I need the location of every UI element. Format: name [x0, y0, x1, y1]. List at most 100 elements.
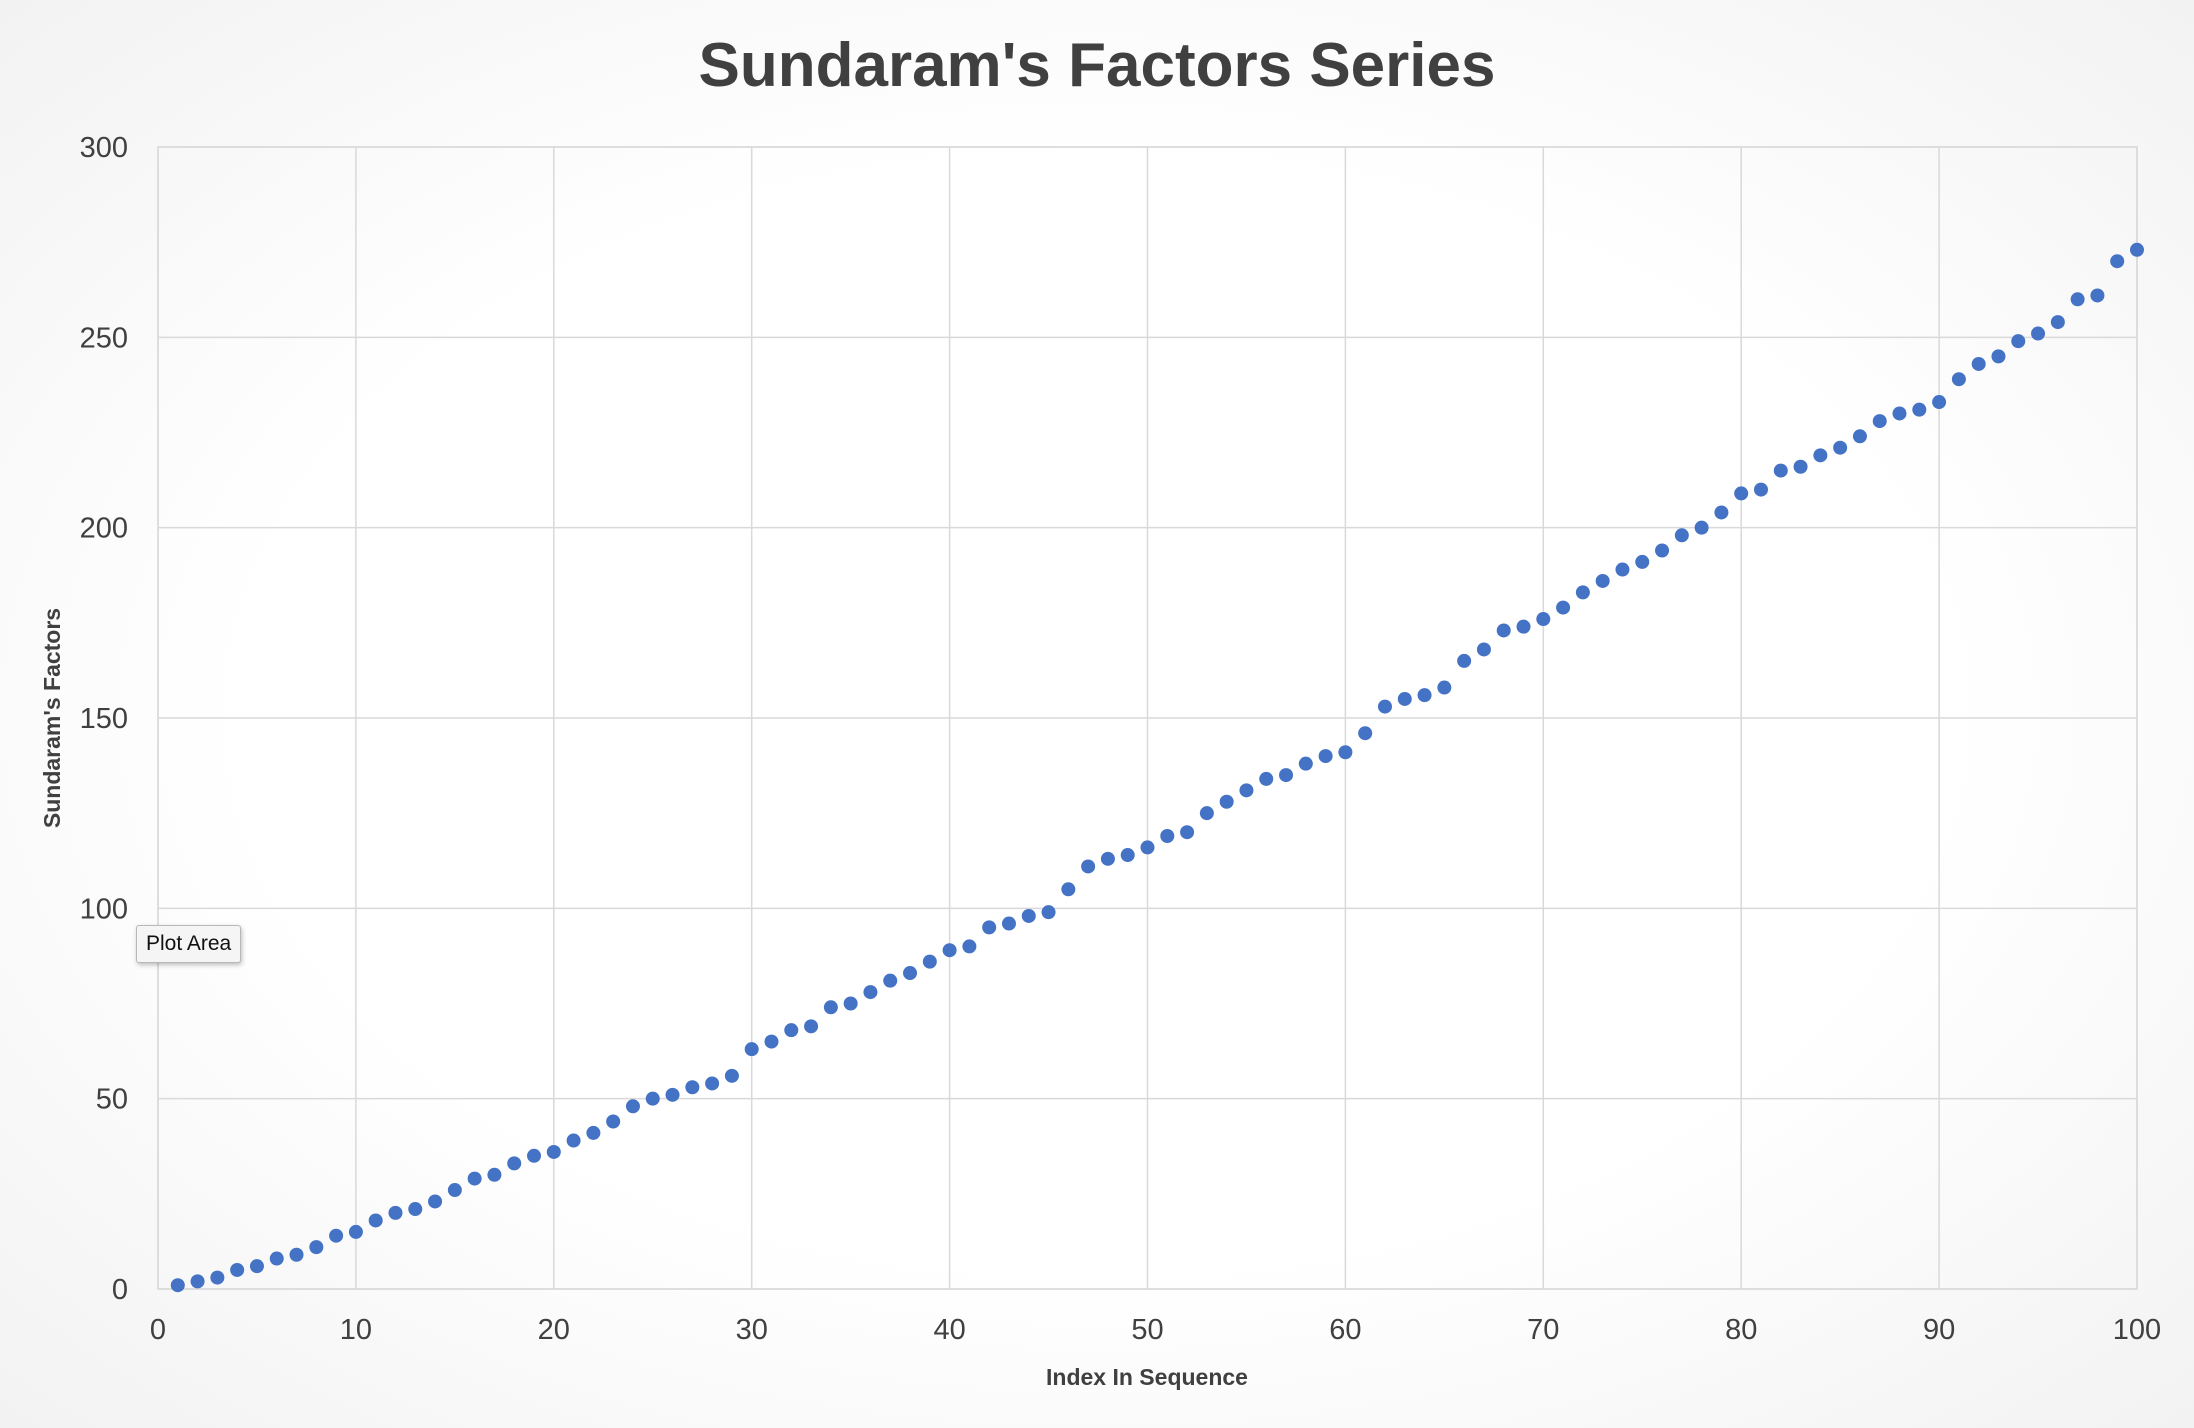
data-point[interactable] [922, 954, 937, 969]
data-point[interactable] [804, 1019, 819, 1034]
data-point[interactable] [1991, 349, 2006, 364]
data-point[interactable] [645, 1091, 660, 1106]
data-point[interactable] [764, 1034, 779, 1049]
data-point[interactable] [447, 1183, 462, 1198]
data-point[interactable] [1318, 749, 1333, 764]
data-point[interactable] [606, 1114, 621, 1129]
data-point[interactable] [1279, 768, 1294, 783]
data-point[interactable] [190, 1274, 205, 1289]
data-point[interactable] [1239, 783, 1254, 798]
data-point[interactable] [1001, 916, 1016, 931]
data-point[interactable] [1516, 619, 1531, 634]
data-point[interactable] [1575, 585, 1590, 600]
data-point[interactable] [2031, 326, 2046, 341]
data-point[interactable] [428, 1194, 443, 1209]
data-point[interactable] [982, 920, 997, 935]
data-point[interactable] [170, 1278, 185, 1293]
data-point[interactable] [1100, 851, 1115, 866]
data-point[interactable] [467, 1171, 482, 1186]
data-point[interactable] [705, 1076, 720, 1091]
data-point[interactable] [1120, 848, 1135, 863]
data-point[interactable] [1259, 771, 1274, 786]
data-point[interactable] [348, 1224, 363, 1239]
data-point[interactable] [487, 1167, 502, 1182]
data-point[interactable] [1872, 414, 1887, 429]
data-point[interactable] [2011, 334, 2026, 349]
data-point[interactable] [1912, 402, 1927, 417]
data-point[interactable] [249, 1259, 264, 1274]
data-point[interactable] [1021, 908, 1036, 923]
data-point[interactable] [1852, 429, 1867, 444]
data-point[interactable] [1160, 829, 1175, 844]
data-point[interactable] [1358, 726, 1373, 741]
data-point[interactable] [289, 1247, 304, 1262]
data-point[interactable] [1377, 699, 1392, 714]
data-point[interactable] [507, 1156, 522, 1171]
data-point[interactable] [1180, 825, 1195, 840]
plot-area[interactable] [157, 146, 2138, 1290]
data-point[interactable] [269, 1251, 284, 1266]
data-point[interactable] [1773, 463, 1788, 478]
data-point[interactable] [2090, 288, 2105, 303]
data-point[interactable] [1833, 440, 1848, 455]
data-point[interactable] [1476, 642, 1491, 657]
data-point[interactable] [1140, 840, 1155, 855]
data-point[interactable] [1338, 745, 1353, 760]
data-point[interactable] [1734, 486, 1749, 501]
data-point[interactable] [1714, 505, 1729, 520]
data-point[interactable] [1951, 372, 1966, 387]
data-point[interactable] [962, 939, 977, 954]
data-point[interactable] [1556, 600, 1571, 615]
data-point[interactable] [1793, 459, 1808, 474]
data-point[interactable] [823, 1000, 838, 1015]
data-point[interactable] [1536, 612, 1551, 627]
data-point[interactable] [1753, 482, 1768, 497]
data-point[interactable] [1595, 573, 1610, 588]
data-point[interactable] [1635, 554, 1650, 569]
data-point[interactable] [1219, 794, 1234, 809]
data-point[interactable] [586, 1125, 601, 1140]
data-point[interactable] [230, 1262, 245, 1277]
data-point[interactable] [665, 1087, 680, 1102]
data-point[interactable] [309, 1240, 324, 1255]
data-point[interactable] [210, 1270, 225, 1285]
data-point[interactable] [527, 1148, 542, 1163]
data-point[interactable] [546, 1144, 561, 1159]
data-point[interactable] [1061, 882, 1076, 897]
data-point[interactable] [1496, 623, 1511, 638]
data-point[interactable] [1694, 520, 1709, 535]
data-point[interactable] [2070, 292, 2085, 307]
data-point[interactable] [843, 996, 858, 1011]
data-point[interactable] [388, 1205, 403, 1220]
data-point[interactable] [2130, 242, 2144, 257]
data-point[interactable] [903, 966, 918, 981]
data-point[interactable] [1417, 688, 1432, 703]
data-point[interactable] [2050, 315, 2065, 330]
data-point[interactable] [1813, 448, 1828, 463]
data-point[interactable] [1041, 905, 1056, 920]
data-point[interactable] [883, 973, 898, 988]
data-point[interactable] [1932, 395, 1947, 410]
data-point[interactable] [408, 1202, 423, 1217]
data-point[interactable] [1655, 543, 1670, 558]
data-point[interactable] [329, 1228, 344, 1243]
data-point[interactable] [625, 1099, 640, 1114]
data-point[interactable] [685, 1080, 700, 1095]
data-point[interactable] [1199, 806, 1214, 821]
data-point[interactable] [368, 1213, 383, 1228]
data-point[interactable] [1615, 562, 1630, 577]
data-point[interactable] [1397, 691, 1412, 706]
data-point[interactable] [744, 1042, 759, 1057]
data-point[interactable] [2110, 254, 2125, 269]
data-series[interactable] [170, 242, 2144, 1293]
data-point[interactable] [1674, 528, 1689, 543]
data-point[interactable] [863, 985, 878, 1000]
data-point[interactable] [1081, 859, 1096, 874]
data-point[interactable] [1892, 406, 1907, 421]
data-point[interactable] [566, 1133, 581, 1148]
data-point[interactable] [724, 1068, 739, 1083]
data-point[interactable] [1437, 680, 1452, 695]
data-point[interactable] [1971, 356, 1986, 371]
data-point[interactable] [942, 943, 957, 958]
data-point[interactable] [1457, 653, 1472, 668]
